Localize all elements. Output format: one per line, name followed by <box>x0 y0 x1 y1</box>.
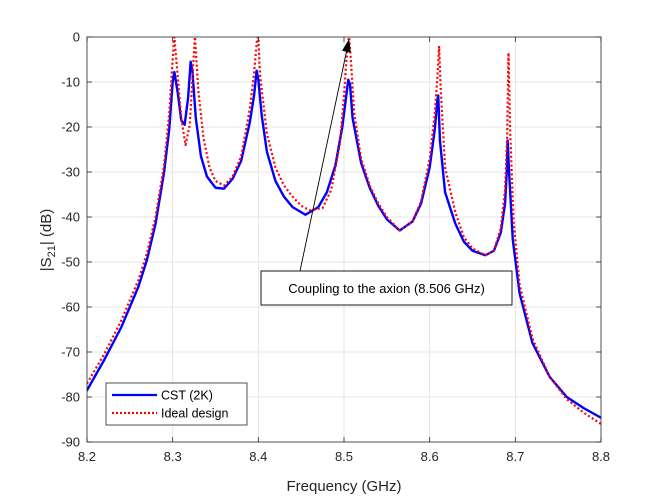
y-tick-label: -90 <box>61 435 80 450</box>
annotation-arrowhead <box>342 39 351 53</box>
annotation-box <box>260 270 513 306</box>
y-axis-label-prefix: |S <box>38 257 55 271</box>
y-tick-label: -80 <box>61 390 80 405</box>
y-tick-label: -70 <box>61 345 80 360</box>
x-tick-label: 8.6 <box>421 449 439 464</box>
x-tick-label: 8.3 <box>164 449 182 464</box>
y-tick-label: -30 <box>61 165 80 180</box>
x-tick-label: 8.5 <box>335 449 353 464</box>
x-tick-label: 8.8 <box>592 449 610 464</box>
y-tick-label: -40 <box>61 210 80 225</box>
y-axis-label: |S21| (dB) <box>38 209 58 272</box>
legend: CST (2K) Ideal design <box>105 382 248 426</box>
axis-ticks <box>86 36 602 443</box>
y-tick-label: -60 <box>61 300 80 315</box>
x-tick-label: 8.7 <box>506 449 524 464</box>
y-tick-label: 0 <box>73 30 80 45</box>
annotation-text: Coupling to the axion (8.506 GHz) <box>288 281 485 296</box>
legend-box <box>105 382 248 426</box>
y-tick-label: -50 <box>61 255 80 270</box>
x-tick-label: 8.4 <box>249 449 267 464</box>
axion-annotation: Coupling to the axion (8.506 GHz) <box>260 39 513 306</box>
y-axis-label-suffix: | (dB) <box>38 209 55 245</box>
legend-label-ideal: Ideal design <box>161 407 228 421</box>
annotation-arrow-line <box>299 51 347 272</box>
x-tick-label: 8.2 <box>78 449 96 464</box>
y-axis-label-subscript: 21 <box>46 245 58 257</box>
x-tick-labels: 8.2 8.3 8.4 8.5 8.6 8.7 8.8 <box>78 449 610 464</box>
series-line-ideal <box>87 37 601 425</box>
y-tick-labels: 0 -10 -20 -30 -40 -50 -60 -70 -80 -90 <box>61 30 80 450</box>
x-axis-label: Frequency (GHz) <box>286 478 401 495</box>
y-tick-label: -20 <box>61 120 80 135</box>
y-tick-label: -10 <box>61 75 80 90</box>
legend-label-cst: CST (2K) <box>161 389 213 403</box>
series-layer <box>87 37 601 425</box>
